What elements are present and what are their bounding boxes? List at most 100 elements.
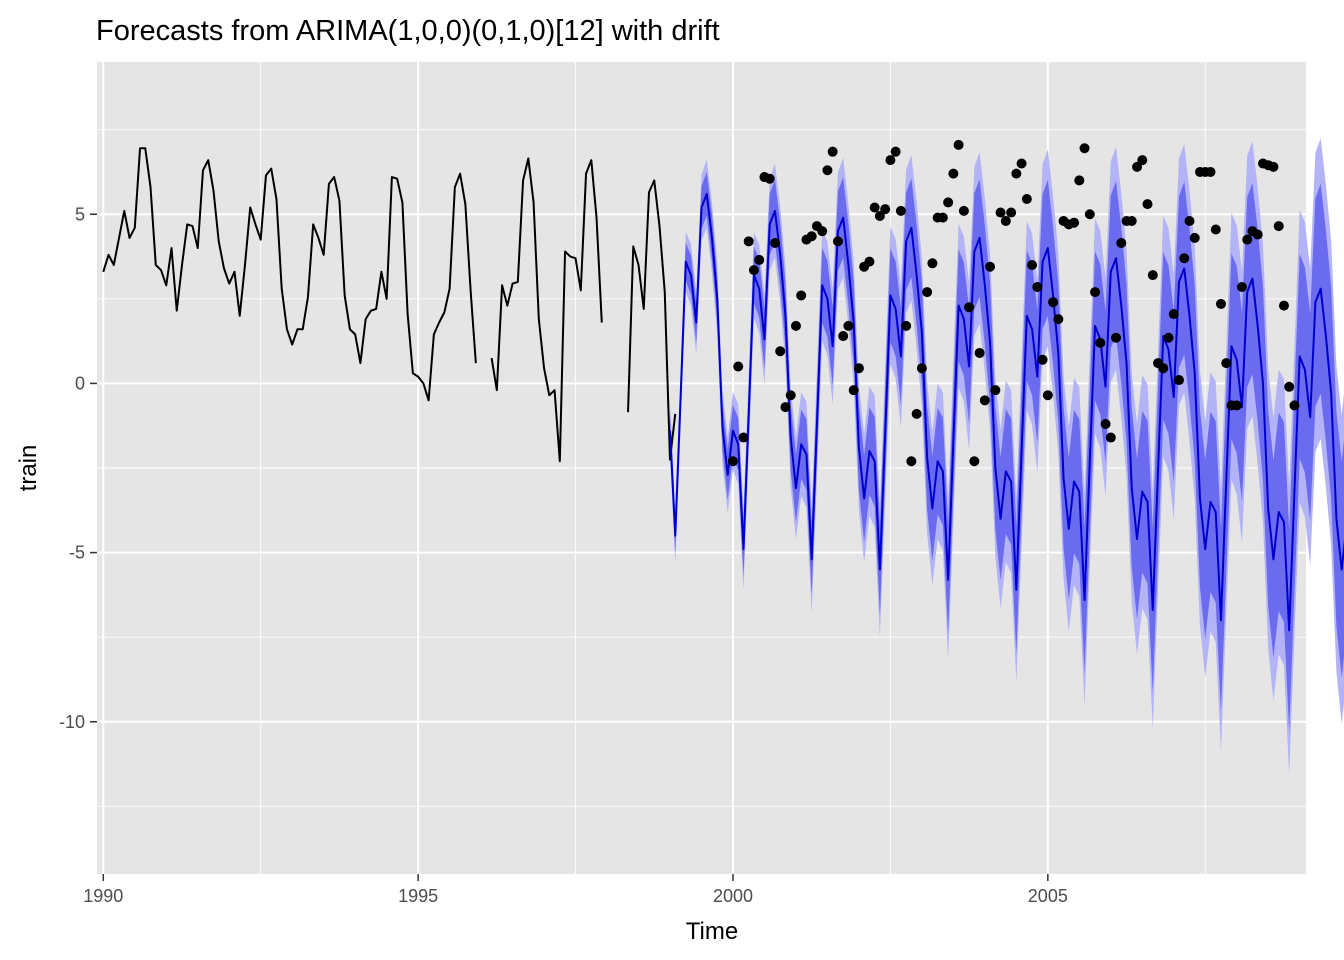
data-point xyxy=(769,238,780,249)
x-tick-label: 2000 xyxy=(713,886,753,906)
data-point xyxy=(880,204,891,215)
data-point xyxy=(1116,238,1127,249)
data-point xyxy=(1100,419,1111,430)
data-point xyxy=(822,165,833,176)
data-point xyxy=(817,226,828,237)
data-point xyxy=(832,236,843,247)
data-point xyxy=(1215,298,1226,309)
data-point xyxy=(979,395,990,406)
data-point xyxy=(1105,432,1116,443)
chart-title: Forecasts from ARIMA(1,0,0)(0,1,0)[12] w… xyxy=(96,15,720,47)
x-tick-label: 1990 xyxy=(83,886,123,906)
forecast-mean-line xyxy=(669,192,1344,632)
data-point xyxy=(906,456,917,467)
data-point xyxy=(943,197,954,208)
y-axis-title: train xyxy=(15,445,42,492)
y-axis: -10 -5 0 5 xyxy=(59,204,97,732)
data-point xyxy=(1079,143,1090,154)
data-point xyxy=(901,320,912,331)
data-point xyxy=(848,385,859,396)
data-point xyxy=(990,385,1001,396)
data-point xyxy=(911,408,922,419)
data-point xyxy=(1289,400,1300,411)
data-point xyxy=(827,146,838,157)
history-series xyxy=(102,147,677,463)
data-point xyxy=(775,346,786,357)
data-point xyxy=(1252,229,1263,240)
data-point xyxy=(1268,161,1279,172)
data-point xyxy=(985,261,996,272)
data-point xyxy=(1173,375,1184,386)
data-point xyxy=(1126,216,1137,227)
data-point xyxy=(727,456,738,467)
data-point xyxy=(1158,363,1169,374)
data-point xyxy=(1037,354,1048,365)
data-point xyxy=(1074,175,1085,186)
y-tick-label: -10 xyxy=(59,712,85,732)
data-point xyxy=(874,210,885,221)
data-point xyxy=(785,390,796,401)
data-point xyxy=(1163,332,1174,343)
data-point xyxy=(969,456,980,467)
data-point xyxy=(1210,224,1221,235)
data-point xyxy=(1142,199,1153,210)
forecast-series xyxy=(669,192,1344,632)
data-point xyxy=(743,236,754,247)
data-point xyxy=(927,258,938,269)
data-point xyxy=(733,361,744,372)
data-point xyxy=(995,207,1006,218)
data-point xyxy=(895,205,906,216)
data-point xyxy=(1021,194,1032,205)
data-point xyxy=(1273,221,1284,232)
data-point xyxy=(1032,281,1043,292)
data-point xyxy=(1053,314,1064,325)
data-point xyxy=(1095,337,1106,348)
data-point xyxy=(1236,281,1247,292)
data-point xyxy=(1016,158,1027,169)
data-point xyxy=(869,202,880,213)
data-point xyxy=(1189,232,1200,243)
data-point xyxy=(974,347,985,358)
data-point xyxy=(1184,216,1195,227)
data-point xyxy=(853,363,864,374)
data-point xyxy=(1168,309,1179,320)
data-point xyxy=(885,155,896,166)
data-point xyxy=(964,302,975,313)
data-point xyxy=(764,173,775,184)
data-point xyxy=(1137,155,1148,166)
data-point xyxy=(1132,161,1143,172)
data-point xyxy=(1179,253,1190,264)
data-point xyxy=(796,290,807,301)
data-point xyxy=(1147,270,1158,281)
data-point xyxy=(780,402,791,413)
data-point xyxy=(806,231,817,242)
data-point xyxy=(922,287,933,298)
data-point xyxy=(953,139,964,150)
x-axis-title: Time xyxy=(686,918,738,945)
data-point xyxy=(1069,217,1080,228)
y-tick-label: -5 xyxy=(69,543,85,563)
x-tick-label: 1995 xyxy=(398,886,438,906)
data-point xyxy=(1090,287,1101,298)
data-point xyxy=(738,432,749,443)
data-point xyxy=(1242,234,1253,245)
y-tick-label: 5 xyxy=(75,204,85,224)
data-point xyxy=(748,265,759,276)
data-point xyxy=(937,212,948,223)
data-point xyxy=(1048,297,1059,308)
data-point xyxy=(1284,381,1295,392)
data-point xyxy=(754,254,765,265)
data-point xyxy=(1042,390,1053,401)
x-axis: 1990 1995 2000 2005 xyxy=(83,874,1068,906)
y-tick-label: 0 xyxy=(75,373,85,393)
data-point xyxy=(1084,209,1095,220)
data-point xyxy=(958,205,969,216)
data-point xyxy=(838,331,849,342)
data-point xyxy=(843,320,854,331)
data-point xyxy=(1278,300,1289,311)
data-point xyxy=(864,256,875,267)
data-point xyxy=(890,146,901,157)
data-point xyxy=(1000,216,1011,227)
history-line xyxy=(102,147,677,463)
